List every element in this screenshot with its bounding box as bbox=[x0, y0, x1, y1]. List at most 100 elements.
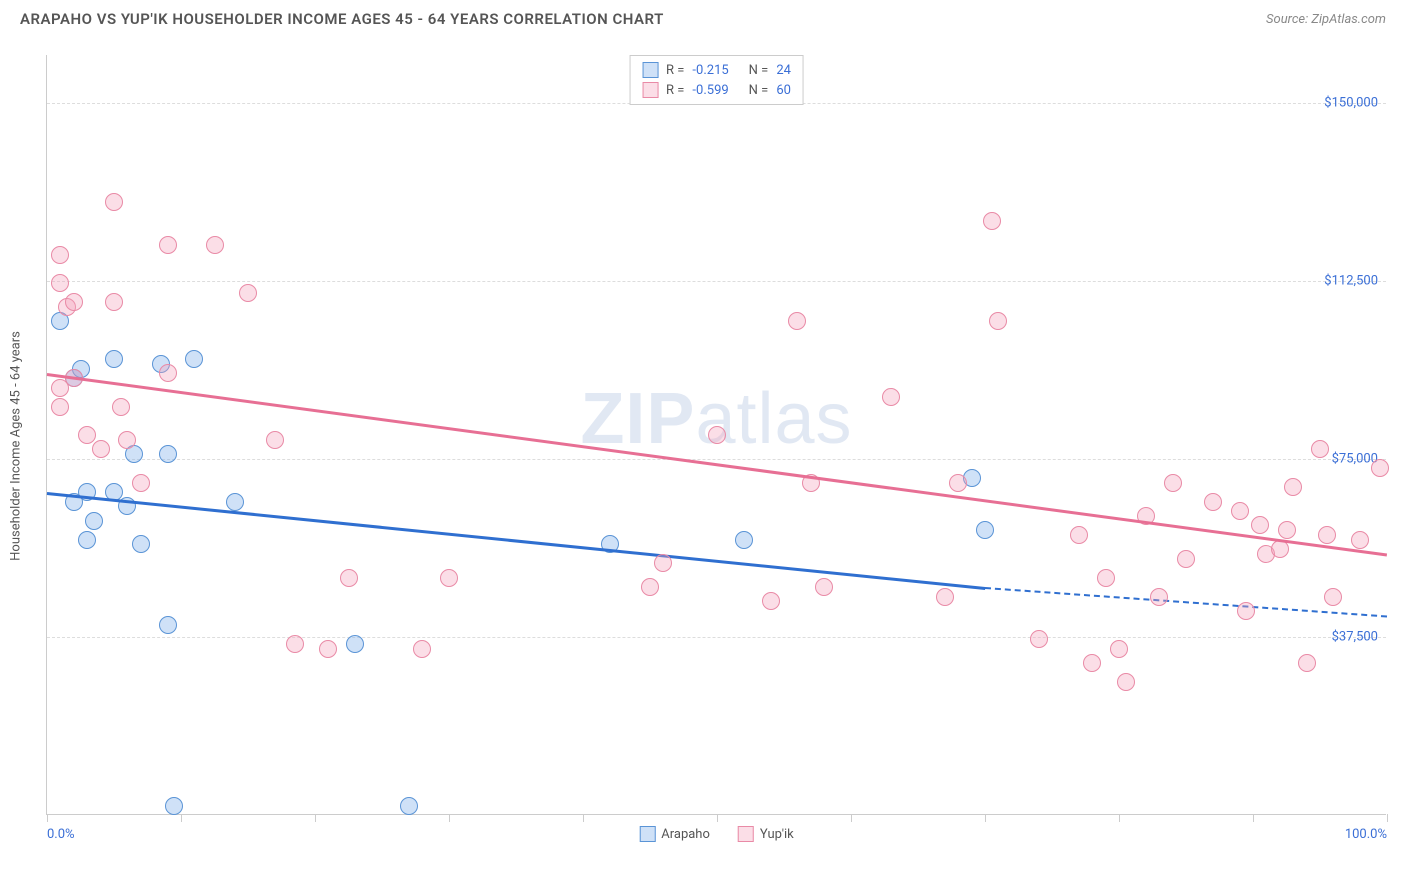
x-tick bbox=[583, 814, 584, 822]
chart-title: ARAPAHO VS YUP'IK HOUSEHOLDER INCOME AGE… bbox=[20, 10, 664, 28]
legend-item: Yup'ik bbox=[738, 826, 794, 842]
data-point bbox=[112, 398, 130, 416]
data-point bbox=[105, 193, 123, 211]
data-point bbox=[51, 274, 69, 292]
data-point bbox=[159, 364, 177, 382]
y-tick-label: $112,500 bbox=[1324, 273, 1378, 288]
legend-swatch bbox=[642, 82, 658, 98]
data-point bbox=[226, 493, 244, 511]
data-point bbox=[936, 588, 954, 606]
data-point bbox=[132, 474, 150, 492]
data-point bbox=[762, 592, 780, 610]
data-point bbox=[400, 797, 418, 815]
x-tick bbox=[717, 814, 718, 822]
data-point bbox=[346, 635, 364, 653]
data-point bbox=[641, 578, 659, 596]
data-point bbox=[654, 554, 672, 572]
x-tick bbox=[181, 814, 182, 822]
data-point bbox=[239, 284, 257, 302]
data-point bbox=[1030, 630, 1048, 648]
y-axis-label: Householder Income Ages 45 - 64 years bbox=[9, 331, 24, 561]
data-point bbox=[1177, 550, 1195, 568]
data-point bbox=[1070, 526, 1088, 544]
gridline bbox=[47, 637, 1386, 638]
data-point bbox=[815, 578, 833, 596]
data-point bbox=[1117, 673, 1135, 691]
trend-line bbox=[47, 373, 1387, 556]
data-point bbox=[105, 293, 123, 311]
x-tick bbox=[1119, 814, 1120, 822]
data-point bbox=[105, 350, 123, 368]
data-point bbox=[1298, 654, 1316, 672]
y-tick-label: $37,500 bbox=[1332, 629, 1378, 644]
data-point bbox=[989, 312, 1007, 330]
data-point bbox=[78, 426, 96, 444]
watermark: ZIPatlas bbox=[580, 378, 852, 460]
legend-swatch bbox=[639, 826, 655, 842]
data-point bbox=[132, 535, 150, 553]
legend-item: Arapaho bbox=[639, 826, 710, 842]
data-point bbox=[1110, 640, 1128, 658]
data-point bbox=[1150, 588, 1168, 606]
gridline bbox=[47, 459, 1386, 460]
data-point bbox=[1284, 478, 1302, 496]
data-point bbox=[976, 521, 994, 539]
data-point bbox=[735, 531, 753, 549]
chart-plot-area: ZIPatlas $37,500$75,000$112,500$150,0000… bbox=[46, 55, 1386, 815]
data-point bbox=[206, 236, 224, 254]
x-tick bbox=[449, 814, 450, 822]
data-point bbox=[983, 212, 1001, 230]
data-point bbox=[1164, 474, 1182, 492]
data-point bbox=[1278, 521, 1296, 539]
r-value: -0.215 bbox=[692, 63, 728, 78]
data-point bbox=[185, 350, 203, 368]
data-point bbox=[1351, 531, 1369, 549]
r-label: R = bbox=[666, 63, 684, 78]
data-point bbox=[882, 388, 900, 406]
data-point bbox=[51, 246, 69, 264]
data-point bbox=[1204, 493, 1222, 511]
y-tick-label: $150,000 bbox=[1324, 95, 1378, 110]
gridline bbox=[47, 281, 1386, 282]
legend-swatch bbox=[738, 826, 754, 842]
r-label: R = bbox=[666, 83, 684, 98]
x-tick bbox=[985, 814, 986, 822]
data-point bbox=[159, 445, 177, 463]
x-tick bbox=[1387, 814, 1388, 822]
correlation-legend: R =-0.215N =24R =-0.599N =60 bbox=[629, 55, 804, 105]
data-point bbox=[78, 531, 96, 549]
data-point bbox=[319, 640, 337, 658]
data-point bbox=[1083, 654, 1101, 672]
x-tick bbox=[1253, 814, 1254, 822]
legend-label: Arapaho bbox=[661, 827, 710, 842]
n-label: N = bbox=[749, 83, 769, 98]
chart-header: ARAPAHO VS YUP'IK HOUSEHOLDER INCOME AGE… bbox=[0, 0, 1406, 36]
data-point bbox=[1271, 540, 1289, 558]
data-point bbox=[51, 398, 69, 416]
n-label: N = bbox=[749, 63, 769, 78]
x-tick-label: 100.0% bbox=[1345, 827, 1387, 842]
data-point bbox=[165, 797, 183, 815]
n-value: 24 bbox=[776, 63, 791, 78]
data-point bbox=[340, 569, 358, 587]
data-point bbox=[92, 440, 110, 458]
data-point bbox=[85, 512, 103, 530]
x-tick bbox=[315, 814, 316, 822]
data-point bbox=[1318, 526, 1336, 544]
data-point bbox=[440, 569, 458, 587]
legend-label: Yup'ik bbox=[760, 827, 794, 842]
data-point bbox=[118, 431, 136, 449]
data-point bbox=[949, 474, 967, 492]
data-point bbox=[286, 635, 304, 653]
data-point bbox=[788, 312, 806, 330]
x-tick bbox=[851, 814, 852, 822]
data-point bbox=[65, 293, 83, 311]
n-value: 60 bbox=[776, 83, 791, 98]
data-point bbox=[708, 426, 726, 444]
x-tick bbox=[47, 814, 48, 822]
data-point bbox=[159, 616, 177, 634]
data-point bbox=[1231, 502, 1249, 520]
series-legend: Arapaho Yup'ik bbox=[639, 826, 794, 842]
trend-line bbox=[47, 492, 985, 589]
data-point bbox=[159, 236, 177, 254]
